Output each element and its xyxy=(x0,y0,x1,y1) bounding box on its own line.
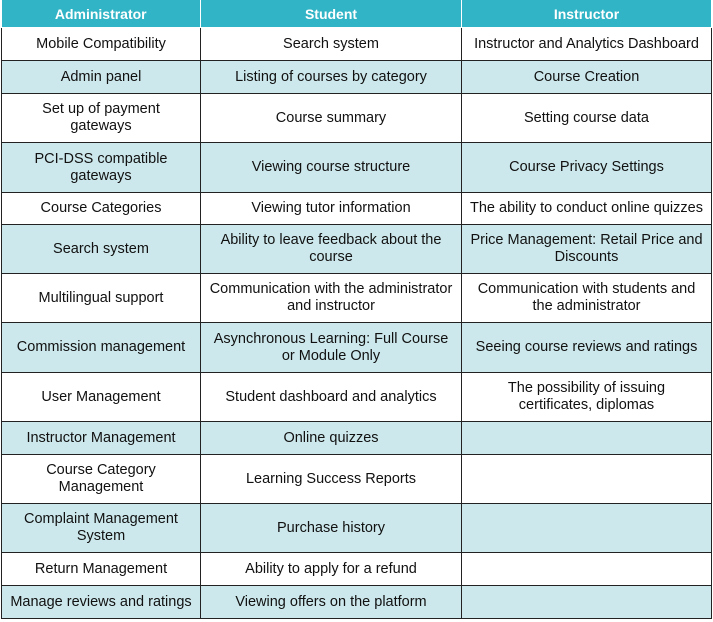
table-row: PCI-DSS compatible gateways Viewing cour… xyxy=(1,142,712,193)
table-row: Mobile Compatibility Search system Instr… xyxy=(1,27,712,61)
student-cell: Learning Success Reports xyxy=(200,454,462,504)
admin-cell: Course Category Management xyxy=(1,454,201,504)
admin-cell: Complaint Management System xyxy=(1,503,201,553)
instructor-cell: Instructor and Analytics Dashboard xyxy=(461,27,712,61)
student-cell: Viewing tutor information xyxy=(200,192,462,225)
admin-cell: Set up of payment gateways xyxy=(1,93,201,143)
instructor-cell: Communication with students and the admi… xyxy=(461,273,712,323)
instructor-cell: Seeing course reviews and ratings xyxy=(461,322,712,373)
instructor-cell xyxy=(461,421,712,455)
table-row: Course Categories Viewing tutor informat… xyxy=(1,192,712,225)
student-cell: Ability to apply for a refund xyxy=(200,552,462,586)
instructor-cell xyxy=(461,503,712,553)
admin-cell: Manage reviews and ratings xyxy=(1,585,201,619)
table-row: Manage reviews and ratings Viewing offer… xyxy=(1,585,712,619)
student-cell: Asynchronous Learning: Full Course or Mo… xyxy=(200,322,462,373)
table-row: Multilingual support Communication with … xyxy=(1,273,712,323)
table-row: Complaint Management System Purchase his… xyxy=(1,503,712,553)
admin-cell: Return Management xyxy=(1,552,201,586)
table-row: Return Management Ability to apply for a… xyxy=(1,552,712,586)
table-row: Admin panel Listing of courses by catego… xyxy=(1,60,712,94)
student-cell: Viewing course structure xyxy=(200,142,462,193)
admin-cell: PCI-DSS compatible gateways xyxy=(1,142,201,193)
instructor-cell: Course Privacy Settings xyxy=(461,142,712,193)
table-row: Instructor Management Online quizzes xyxy=(1,421,712,455)
instructor-cell: The possibility of issuing certificates,… xyxy=(461,372,712,422)
header-administrator: Administrator xyxy=(1,0,201,28)
table-row: Search system Ability to leave feedback … xyxy=(1,224,712,274)
admin-cell: Multilingual support xyxy=(1,273,201,323)
student-cell: Online quizzes xyxy=(200,421,462,455)
header-row: Administrator Student Instructor xyxy=(1,0,712,28)
admin-cell: Mobile Compatibility xyxy=(1,27,201,61)
table-row: Set up of payment gateways Course summar… xyxy=(1,93,712,143)
instructor-cell xyxy=(461,454,712,504)
admin-cell: Search system xyxy=(1,224,201,274)
student-cell: Listing of courses by category xyxy=(200,60,462,94)
admin-cell: Commission management xyxy=(1,322,201,373)
table-row: Course Category Management Learning Succ… xyxy=(1,454,712,504)
instructor-cell: Price Management: Retail Price and Disco… xyxy=(461,224,712,274)
header-instructor: Instructor xyxy=(461,0,712,28)
instructor-cell: The ability to conduct online quizzes xyxy=(461,192,712,225)
student-cell: Purchase history xyxy=(200,503,462,553)
student-cell: Student dashboard and analytics xyxy=(200,372,462,422)
table-row: Commission management Asynchronous Learn… xyxy=(1,322,712,373)
admin-cell: User Management xyxy=(1,372,201,422)
instructor-cell xyxy=(461,585,712,619)
admin-cell: Admin panel xyxy=(1,60,201,94)
instructor-cell xyxy=(461,552,712,586)
student-cell: Search system xyxy=(200,27,462,61)
header-student: Student xyxy=(200,0,462,28)
student-cell: Ability to leave feedback about the cour… xyxy=(200,224,462,274)
instructor-cell: Setting course data xyxy=(461,93,712,143)
admin-cell: Course Categories xyxy=(1,192,201,225)
table-row: User Management Student dashboard and an… xyxy=(1,372,712,422)
instructor-cell: Course Creation xyxy=(461,60,712,94)
student-cell: Viewing offers on the platform xyxy=(200,585,462,619)
student-cell: Course summary xyxy=(200,93,462,143)
admin-cell: Instructor Management xyxy=(1,421,201,455)
student-cell: Communication with the administrator and… xyxy=(200,273,462,323)
